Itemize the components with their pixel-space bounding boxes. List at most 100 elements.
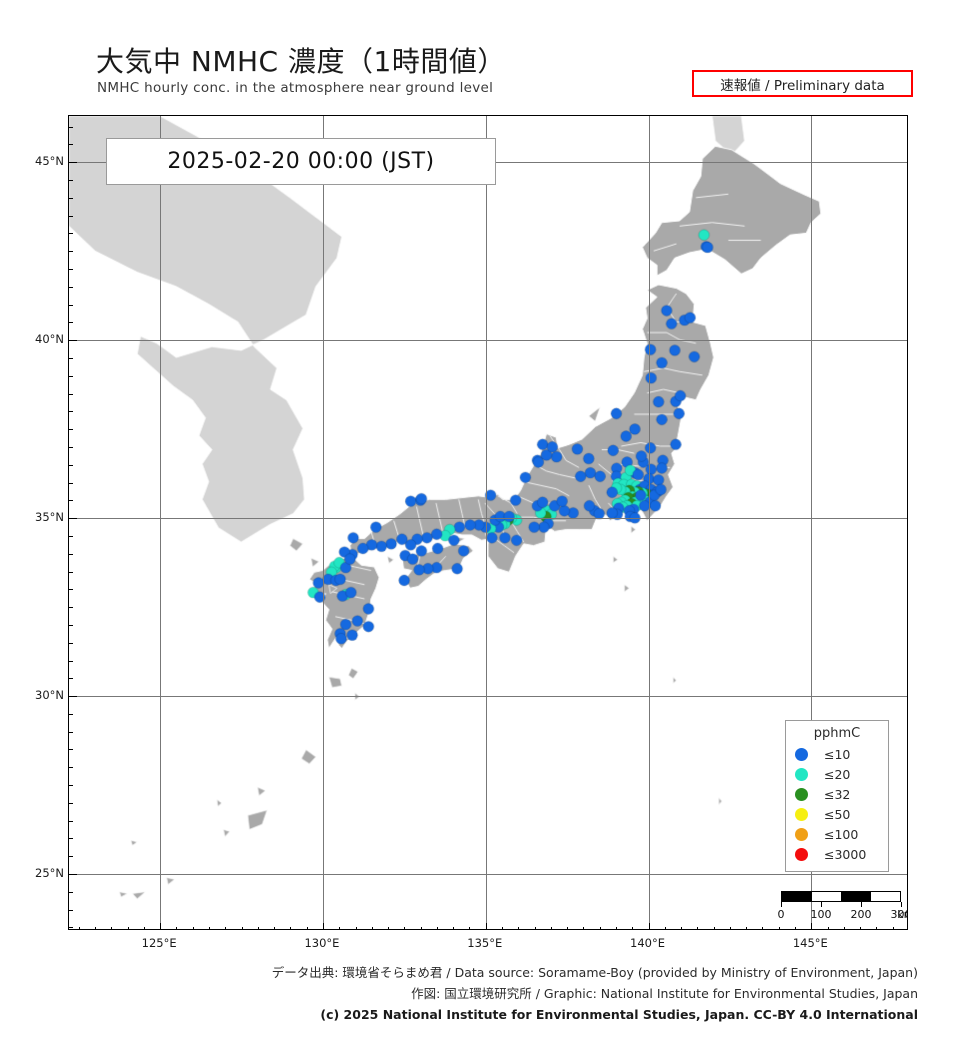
tick-lat-minor (69, 215, 73, 217)
scale-bar-unit: km (897, 908, 907, 921)
tick-lat-minor (69, 286, 73, 288)
tick-lon-minor (762, 927, 764, 929)
legend-item-label: ≤3000 (824, 846, 867, 862)
scale-bar-label: 300 (890, 908, 908, 921)
legend-item-label: ≤20 (824, 766, 851, 782)
tick-lon-minor (697, 927, 699, 929)
tick-lon-minor (420, 927, 422, 929)
tick-lon-minor (176, 927, 178, 929)
tick-lat (69, 162, 77, 164)
tick-lat-minor (69, 304, 73, 306)
tick-lon (811, 923, 813, 929)
tick-lon (160, 923, 162, 929)
tick-lon (648, 923, 650, 929)
tick-lat (69, 518, 77, 520)
grid-line-lat (69, 518, 907, 520)
tick-lat-minor (69, 393, 73, 395)
tick-lat-minor (69, 269, 73, 271)
tick-lat-minor (69, 429, 73, 431)
axis-label-lon: 135°E (467, 936, 503, 950)
scale-bar-segment (841, 892, 871, 901)
tick-lon-minor (534, 927, 536, 929)
grid-line-lat (69, 696, 907, 698)
tick-lon-minor (111, 927, 113, 929)
axis-label-lon: 145°E (792, 936, 828, 950)
axis-label-lat: 40°N (35, 332, 64, 347)
tick-lon-minor (371, 927, 373, 929)
scale-bar-label: 100 (810, 908, 832, 921)
axis-label-lat: 30°N (35, 688, 64, 703)
tick-lat-minor (69, 126, 73, 128)
legend-item: ≤3000 (786, 844, 888, 864)
legend-item: ≤10 (786, 744, 888, 764)
grid-line-lon (485, 116, 487, 929)
tick-lat-minor (69, 713, 73, 715)
tick-lat-minor (69, 909, 73, 911)
tick-lon-minor (567, 927, 569, 929)
grid-line-lat (69, 874, 907, 876)
tick-lat-minor (69, 642, 73, 644)
scale-bar-graphic (781, 891, 901, 902)
tick-lon-minor (209, 927, 210, 929)
scale-bar-tick (820, 902, 822, 907)
legend-item: ≤50 (786, 804, 888, 824)
legend-item-label: ≤32 (824, 786, 851, 802)
legend-color-dot (795, 847, 808, 861)
scale-bar-tick (901, 902, 902, 907)
footer-copyright: (c) 2025 National Institute for Environm… (320, 1007, 918, 1022)
tick-lon-minor (192, 927, 194, 929)
tick-lat-minor (69, 927, 73, 929)
tick-lon-minor (632, 927, 634, 929)
tick-lon-minor (127, 927, 129, 929)
tick-lat-minor (69, 785, 73, 787)
tick-lat-minor (69, 322, 73, 324)
legend-color-dot (795, 787, 808, 801)
tick-lat-minor (69, 500, 73, 502)
tick-lat-minor (69, 446, 73, 448)
tick-lat-minor (69, 767, 73, 769)
tick-lat-minor (69, 820, 73, 822)
tick-lat-minor (69, 251, 73, 253)
tick-lon-minor (664, 927, 666, 929)
tick-lat-minor (69, 464, 73, 466)
tick-lat-minor (69, 571, 73, 573)
legend-item: ≤20 (786, 764, 888, 784)
scale-bar-tick (860, 902, 862, 907)
tick-lon-minor (388, 927, 390, 929)
tick-lon-minor (404, 927, 406, 929)
grid-line-lon (811, 116, 813, 929)
tick-lon-minor (892, 927, 894, 929)
tick-lat-minor (69, 731, 73, 733)
tick-lat-minor (69, 802, 73, 804)
footer-graphic-credit: 作図: 国立環境研究所 / Graphic: National Institut… (411, 986, 918, 1001)
tick-lon-minor (729, 927, 731, 929)
legend-items: ≤10 ≤20 ≤32 ≤50 ≤100 ≤3000 (786, 744, 888, 864)
tick-lon-minor (518, 927, 520, 929)
axis-label-lon: 140°E (630, 936, 666, 950)
tick-lat-minor (69, 891, 73, 893)
tick-lon-minor (746, 927, 748, 929)
legend-item-label: ≤10 (824, 746, 851, 762)
legend-item: ≤100 (786, 824, 888, 844)
tick-lat-minor (69, 553, 73, 555)
tick-lon-minor (778, 927, 780, 929)
axis-label-lon: 130°E (304, 936, 340, 950)
page-subtitle: NMHC hourly conc. in the atmosphere near… (97, 80, 494, 96)
figure-header: 大気中 NMHC 濃度（1時間値） NMHC hourly conc. in t… (0, 0, 980, 112)
tick-lon-minor (436, 927, 438, 929)
legend-color-dot (795, 827, 808, 841)
tick-lat-minor (69, 144, 73, 146)
axis-label-lon: 125°E (141, 936, 177, 950)
scale-bar-labels: 0 100 200 300km (778, 908, 908, 922)
tick-lat-minor (69, 678, 73, 680)
tick-lon-minor (78, 927, 80, 929)
scale-bar-label: 200 (850, 908, 872, 921)
tick-lat-minor (69, 358, 73, 359)
tick-lon-minor (615, 927, 617, 929)
tick-lon-minor (241, 927, 243, 929)
tick-lat-minor (69, 482, 73, 484)
tick-lat-minor (69, 411, 73, 413)
scale-bar-ticks (781, 902, 902, 907)
tick-lat (69, 340, 77, 342)
map-plot-area[interactable]: 2025-02-20 00:00 (JST) pphmC ≤10 ≤20 ≤32 ≤5… (68, 115, 908, 930)
